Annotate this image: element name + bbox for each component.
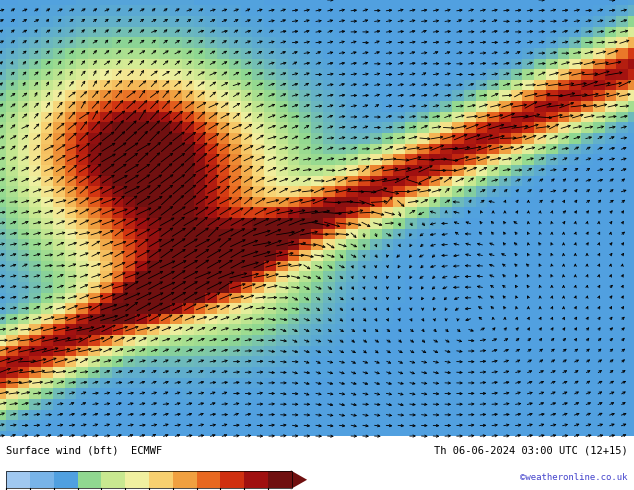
Bar: [172, 471, 197, 489]
Bar: [6, 471, 30, 489]
FancyArrow shape: [290, 470, 307, 489]
Bar: [30, 471, 54, 489]
Text: Surface wind (bft)  ECMWF: Surface wind (bft) ECMWF: [6, 446, 162, 456]
Bar: [268, 471, 292, 489]
Bar: [126, 471, 149, 489]
Bar: [77, 471, 101, 489]
Bar: [149, 471, 172, 489]
Bar: [101, 471, 126, 489]
Bar: [244, 471, 268, 489]
Bar: [197, 471, 220, 489]
Text: Th 06-06-2024 03:00 UTC (12+15): Th 06-06-2024 03:00 UTC (12+15): [434, 446, 628, 456]
Bar: [54, 471, 77, 489]
Bar: [221, 471, 244, 489]
Bar: [6, 471, 292, 489]
Text: ©weatheronline.co.uk: ©weatheronline.co.uk: [520, 473, 628, 482]
